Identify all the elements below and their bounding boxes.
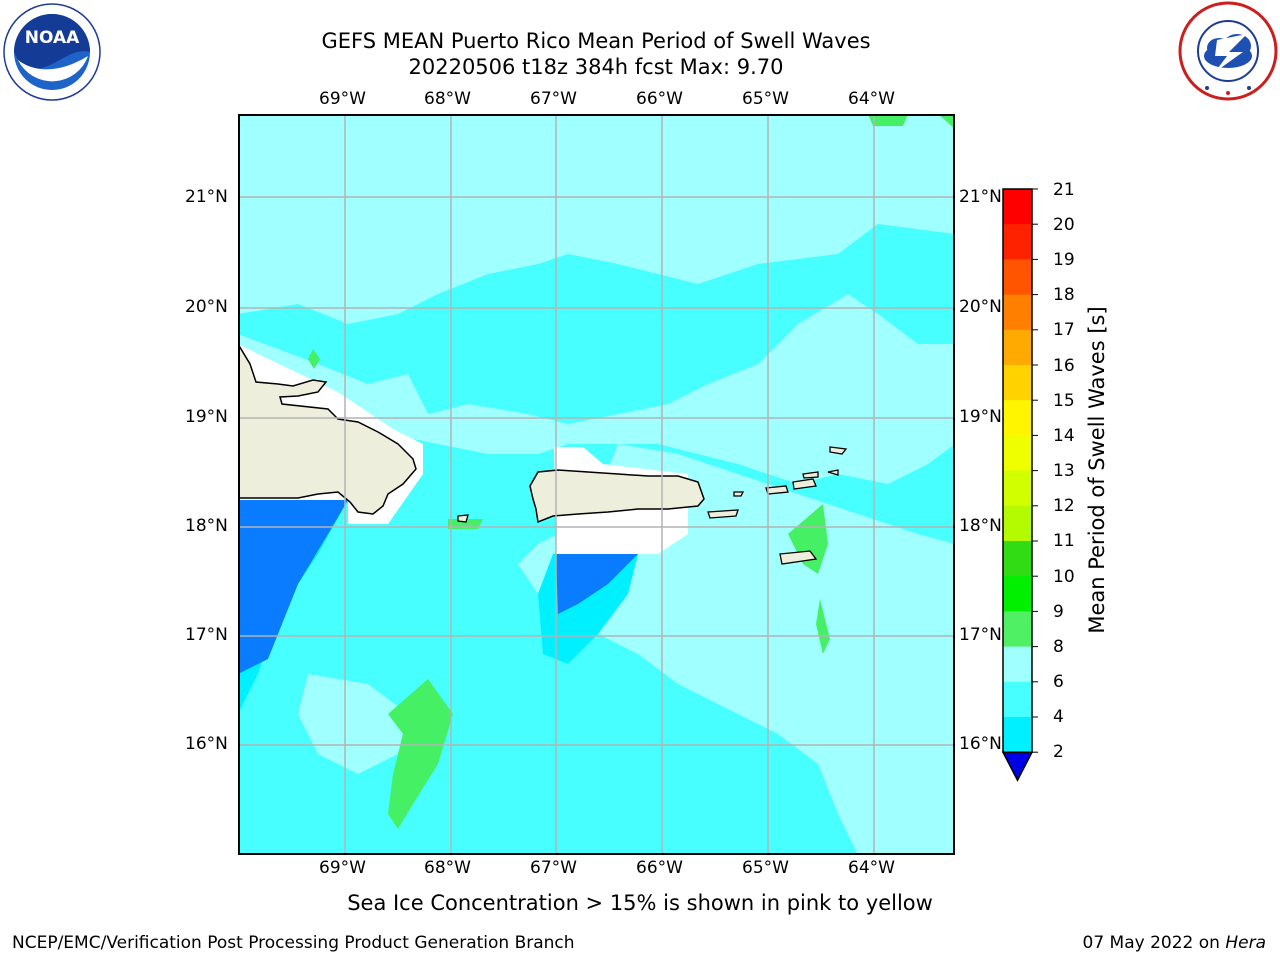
- sea-ice-caption: Sea Ice Concentration > 15% is shown in …: [347, 891, 933, 915]
- colorbar-segment: [1003, 611, 1032, 648]
- map-title: GEFS MEAN Puerto Rico Mean Period of Swe…: [321, 29, 871, 53]
- small-islands: [457, 446, 848, 565]
- lon-label-bottom: 68°W: [424, 858, 471, 878]
- colorbar-label: Mean Period of Swell Waves [s]: [1085, 306, 1109, 634]
- colorbar-tick-label: 4: [1053, 707, 1064, 727]
- footer-date-text: 07 May 2022 on: [1082, 933, 1226, 953]
- colorbar-tick-label: 14: [1053, 426, 1075, 446]
- lat-label-left: 19°N: [185, 407, 228, 427]
- colorbar-segment: [1003, 505, 1032, 542]
- swell-period-map: [238, 114, 955, 855]
- lon-label-top: 65°W: [742, 89, 789, 109]
- noaa-logo-text: NOAA: [25, 28, 80, 48]
- colorbar-segment: [1003, 400, 1032, 436]
- colorbar-segment: [1003, 681, 1032, 718]
- nws-logo: [1178, 1, 1278, 101]
- colorbar-segment: [1003, 329, 1032, 366]
- lat-label-left: 16°N: [185, 734, 228, 754]
- lat-label-right: 20°N: [959, 297, 1002, 317]
- lat-label-left: 21°N: [185, 187, 228, 207]
- colorbar-tick-label: 12: [1053, 496, 1075, 516]
- swell-4-6s-regions: [238, 500, 638, 674]
- graticule: [238, 114, 955, 855]
- lat-label-left: 18°N: [185, 516, 228, 536]
- lon-label-bottom: 67°W: [530, 858, 577, 878]
- colorbar-tick-label: 15: [1053, 391, 1075, 411]
- colorbar-tick-label: 19: [1053, 250, 1075, 270]
- colorbar-tick-label: 16: [1053, 356, 1075, 376]
- footer-date: 07 May 2022 on Hera: [1083, 933, 1267, 953]
- colorbar-segment: [1003, 365, 1032, 401]
- lon-label-bottom: 64°W: [848, 858, 895, 878]
- hispaniola-land: [238, 342, 417, 515]
- colorbar-tick-label: 20: [1053, 215, 1075, 235]
- lon-label-top: 68°W: [424, 89, 471, 109]
- lat-label-right: 18°N: [959, 516, 1002, 536]
- colorbar-segment: [1003, 224, 1032, 260]
- colorbar-tick-label: 11: [1053, 531, 1075, 551]
- colorbar-segment: [1003, 646, 1032, 683]
- lon-label-bottom: 66°W: [636, 858, 683, 878]
- lon-label-top: 66°W: [636, 89, 683, 109]
- footer-host: Hera: [1225, 933, 1266, 953]
- colorbar-segment: [1003, 294, 1032, 331]
- map-frame: [238, 114, 955, 855]
- noaa-logo: NOAA: [3, 3, 101, 101]
- colorbar-segment: [1003, 576, 1032, 612]
- lon-label-bottom: 69°W: [319, 858, 366, 878]
- colorbar: [1001, 188, 1038, 782]
- lat-label-right: 17°N: [959, 625, 1002, 645]
- colorbar-segment: [1003, 189, 1032, 225]
- colorbar-segment: [1003, 435, 1032, 472]
- colorbar-tick-label: 13: [1053, 461, 1075, 481]
- lat-label-left: 20°N: [185, 297, 228, 317]
- colorbar-segment: [1003, 541, 1032, 577]
- lat-label-right: 16°N: [959, 734, 1002, 754]
- colorbar-tick-label: 9: [1053, 602, 1064, 622]
- lon-label-top: 69°W: [319, 89, 366, 109]
- colorbar-tick-label: 21: [1053, 180, 1075, 200]
- colorbar-extend-arrow: [1001, 751, 1034, 782]
- lon-label-top: 67°W: [530, 89, 577, 109]
- colorbar-segment: [1003, 259, 1032, 296]
- colorbar-tick-label: 17: [1053, 320, 1075, 340]
- lat-label-right: 21°N: [959, 187, 1002, 207]
- colorbar-tick-label: 2: [1053, 742, 1064, 762]
- colorbar-segment: [1003, 470, 1032, 507]
- puerto-rico-land: [529, 469, 705, 524]
- lon-label-bottom: 65°W: [742, 858, 789, 878]
- colorbar-tick-label: 6: [1053, 672, 1064, 692]
- footer-producer: NCEP/EMC/Verification Post Processing Pr…: [12, 933, 575, 953]
- colorbar-tick-label: 10: [1053, 567, 1075, 587]
- colorbar-segment: [1003, 717, 1032, 753]
- colorbar-tick-label: 8: [1053, 637, 1064, 657]
- lon-label-top: 64°W: [848, 89, 895, 109]
- map-subtitle: 20220506 t18z 384h fcst Max: 9.70: [408, 55, 784, 79]
- lat-label-right: 19°N: [959, 407, 1002, 427]
- colorbar-tick-label: 18: [1053, 285, 1075, 305]
- lat-label-left: 17°N: [185, 625, 228, 645]
